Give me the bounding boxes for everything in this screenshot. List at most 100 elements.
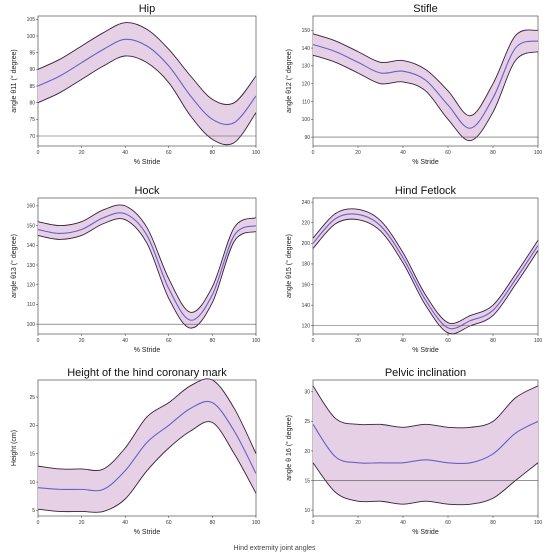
y-tick-label: 25 (29, 395, 35, 401)
y-tick-label: 10 (29, 480, 35, 486)
x-tick-label: 100 (534, 338, 543, 344)
x-axis-label: % Stride (134, 159, 161, 166)
chart-title: Pelvic inclination (385, 367, 466, 379)
y-tick-label: 140 (302, 46, 311, 52)
y-tick-label: 25 (304, 419, 310, 425)
x-tick-label: 20 (355, 150, 361, 156)
lower-bound-line (37, 218, 257, 329)
upper-bound-line (37, 204, 257, 313)
x-tick-label: 0 (37, 338, 40, 344)
x-tick-label: 40 (122, 520, 128, 526)
x-axis-label: % Stride (412, 347, 439, 354)
y-tick-label: 100 (302, 117, 311, 123)
y-tick-label: 120 (302, 81, 311, 87)
chart-panel-2: Stifle 0 20 40 60 80 100 90 100 110 120 130 140 150 % … (285, 3, 542, 166)
mean-line (312, 420, 539, 465)
y-tick-label: 180 (302, 262, 311, 268)
y-tick-label: 110 (27, 302, 35, 308)
chart-panel-4: Hind Fetlock 0 20 40 60 80 100 120 140 160 180 200 2… (285, 185, 542, 354)
x-tick-label: 60 (445, 150, 451, 156)
y-tick-label: 15 (29, 451, 35, 457)
lower-bound-line (312, 51, 539, 142)
y-tick-label: 10 (304, 508, 310, 514)
lower-bound-line (37, 55, 257, 146)
mean-line (312, 213, 539, 330)
upper-bound-line (312, 385, 539, 429)
chart-panel-3: Hock 0 20 40 60 80 100 100 110 120 130 140 150 160 % S… (10, 185, 260, 354)
x-tick-label: 80 (210, 150, 216, 156)
x-tick-label: 80 (490, 338, 496, 344)
y-tick-label: 150 (302, 28, 311, 34)
x-axis-label: % Stride (412, 159, 439, 166)
x-axis-label: % Stride (134, 529, 161, 536)
x-tick-label: 40 (400, 338, 406, 344)
y-tick-label: 85 (29, 84, 35, 90)
y-tick-label: 130 (27, 263, 36, 269)
mean-line (312, 40, 539, 129)
std-band (38, 204, 256, 329)
y-tick-label: 95 (29, 50, 35, 56)
y-tick-label: 100 (27, 322, 36, 328)
y-tick-label: 90 (29, 67, 35, 73)
x-tick-label: 100 (534, 150, 543, 156)
chart-panel-6: Pelvic inclination 0 20 40 60 80 100 10 15 20 25 30… (285, 367, 542, 536)
y-tick-label: 105 (27, 17, 36, 23)
x-tick-label: 20 (355, 338, 361, 344)
x-tick-label: 0 (37, 150, 40, 156)
x-tick-label: 0 (312, 338, 315, 344)
std-band (313, 208, 538, 334)
x-tick-label: 60 (166, 338, 172, 344)
std-band (38, 378, 256, 513)
y-tick-label: 120 (302, 324, 311, 330)
x-tick-label: 0 (37, 520, 40, 526)
x-tick-label: 80 (490, 520, 496, 526)
y-tick-label: 90 (304, 135, 310, 141)
x-tick-label: 20 (79, 338, 85, 344)
plot-frame (37, 197, 257, 335)
mean-line (37, 212, 257, 321)
upper-bound-line (312, 208, 539, 324)
y-tick-label: 140 (302, 303, 311, 309)
y-tick-label: 70 (29, 134, 35, 140)
y-tick-label: 20 (29, 423, 35, 429)
y-tick-label: 140 (27, 243, 36, 249)
y-tick-label: 15 (304, 478, 310, 484)
y-axis-label: angle θ12 (° degree) (285, 49, 293, 113)
x-tick-label: 100 (252, 520, 261, 526)
y-axis-label: Height (cm) (11, 430, 18, 466)
chart-title: Stifle (413, 3, 437, 15)
chart-title: Height of the hind coronary mark (67, 367, 227, 379)
lower-bound-line (312, 462, 539, 506)
y-tick-label: 160 (302, 282, 311, 288)
upper-bound-line (37, 22, 257, 105)
y-tick-label: 220 (302, 221, 311, 227)
y-axis-label: angle θ15 (° degree) (285, 234, 293, 298)
x-tick-label: 60 (166, 520, 172, 526)
y-tick-label: 160 (27, 204, 36, 210)
x-tick-label: 100 (252, 338, 261, 344)
y-tick-label: 240 (302, 200, 311, 206)
plot-frame (37, 379, 257, 517)
chart-title: Hip (139, 3, 156, 15)
x-tick-label: 80 (490, 150, 496, 156)
y-axis-label: angle θ13 (° degree) (10, 234, 18, 298)
chart-title: Hind Fetlock (395, 185, 457, 197)
chart-title: Hock (134, 185, 160, 197)
upper-bound-line (312, 29, 539, 117)
std-band (38, 22, 256, 145)
x-axis-label: % Stride (412, 529, 439, 536)
x-tick-label: 40 (400, 150, 406, 156)
y-tick-label: 130 (302, 64, 311, 70)
x-tick-label: 0 (312, 520, 315, 526)
y-tick-label: 120 (27, 283, 36, 289)
y-tick-label: 100 (27, 34, 36, 40)
x-tick-label: 60 (445, 520, 451, 526)
y-tick-label: 110 (302, 99, 310, 105)
x-tick-label: 20 (79, 520, 85, 526)
x-tick-label: 60 (445, 338, 451, 344)
y-tick-label: 150 (27, 223, 36, 229)
lower-bound-line (37, 421, 257, 513)
y-tick-label: 80 (29, 100, 35, 106)
figure-caption: Hind extremity joint angles (233, 545, 316, 552)
